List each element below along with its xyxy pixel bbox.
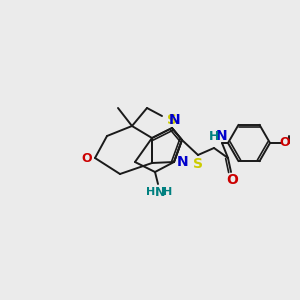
Text: S: S xyxy=(193,157,203,171)
Text: H: H xyxy=(209,130,219,142)
Text: N: N xyxy=(216,129,228,143)
Text: H: H xyxy=(146,187,156,197)
Text: S: S xyxy=(167,113,177,127)
Text: O: O xyxy=(226,173,238,187)
Text: O: O xyxy=(82,152,92,164)
Text: N: N xyxy=(155,185,165,199)
Text: N: N xyxy=(177,155,189,169)
Text: O: O xyxy=(280,136,290,149)
Text: H: H xyxy=(164,187,172,197)
Text: N: N xyxy=(169,113,181,127)
